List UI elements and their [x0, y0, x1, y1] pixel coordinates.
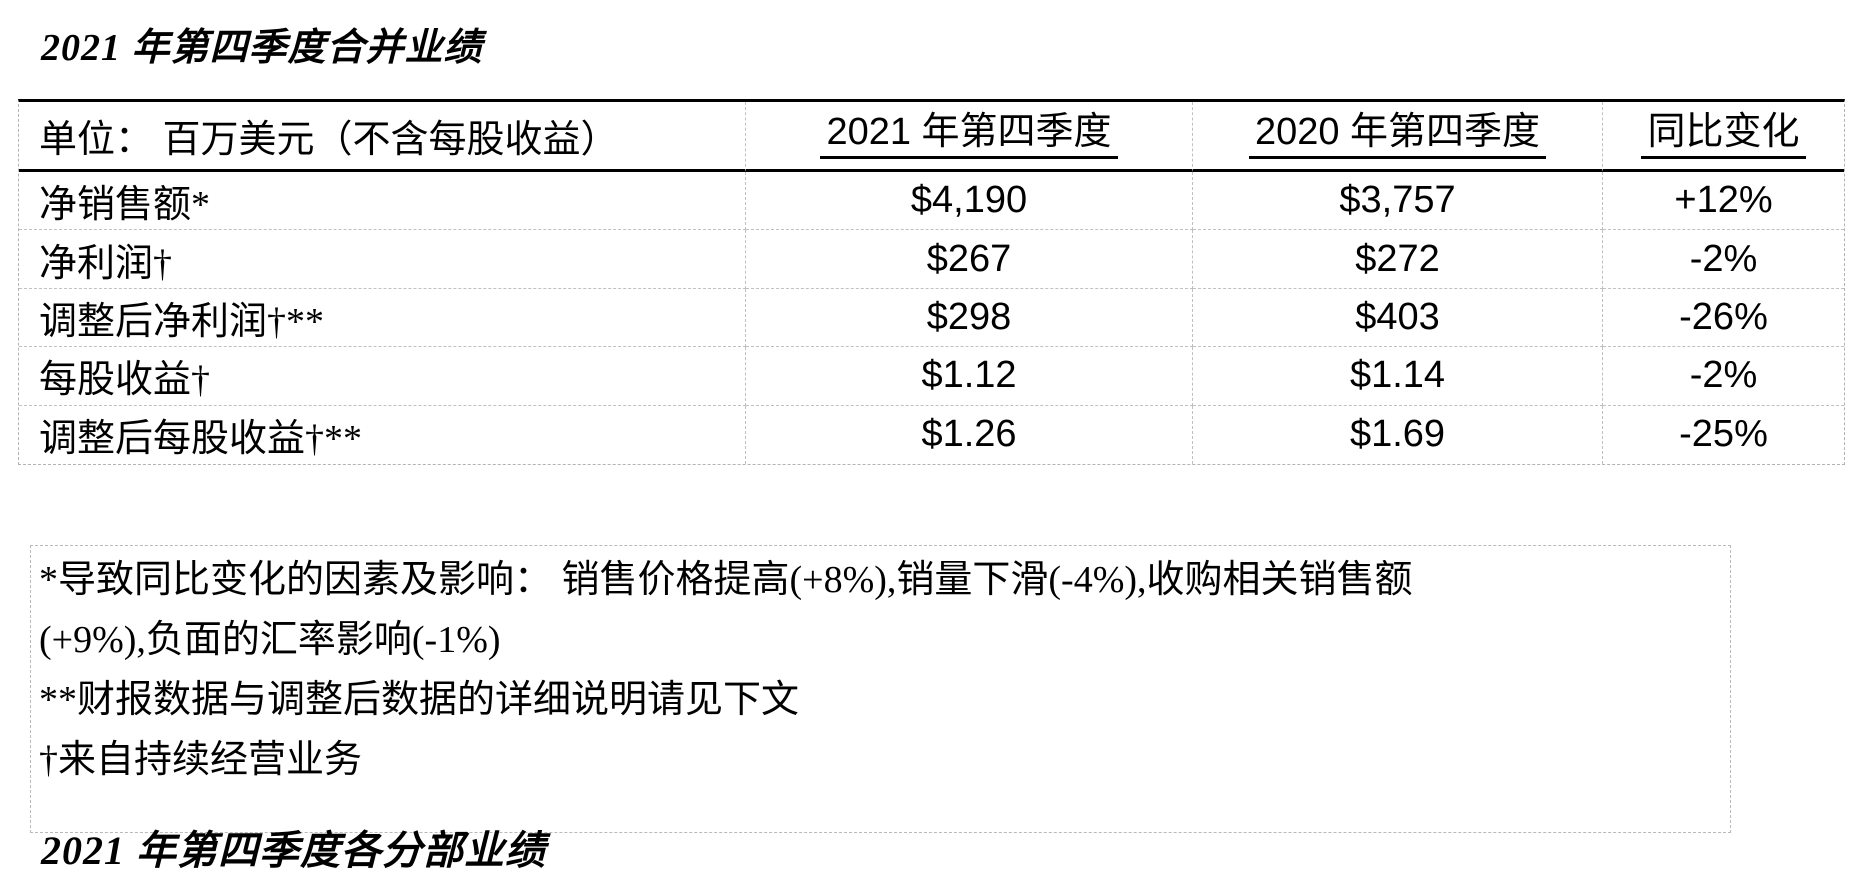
table-header-q4-2020: 2020 年第四季度: [1193, 102, 1603, 172]
footnote-adjusted-data-note: **财报数据与调整后数据的详细说明请见下文: [39, 679, 800, 721]
row-adj-eps-label: 调整后每股收益†**: [19, 405, 746, 464]
results-table: 单位： 百万美元（不含每股收益） 2021 年第四季度 2020 年第四季度 同…: [18, 99, 1845, 465]
table-header-yoy-change-text: 同比变化: [1641, 111, 1806, 160]
footnote-sales-factors-line1: *导致同比变化的因素及影响： 销售价格提高(+8%),销量下滑(-4%),收购相…: [39, 559, 1413, 601]
table-header-yoy-change: 同比变化: [1603, 102, 1844, 172]
footnote-continuing-operations: †来自持续经营业务: [39, 739, 363, 781]
row-adj-net-income-label: 调整后净利润†**: [19, 288, 746, 348]
page-title: 2021 年第四季度合并业绩: [41, 27, 483, 69]
row-adj-net-income-2020: $403: [1193, 288, 1603, 348]
table-header-unit-label: 单位： 百万美元（不含每股收益）: [19, 102, 746, 172]
row-net-income-2021: $267: [746, 230, 1193, 289]
row-adj-eps-2020: $1.69: [1193, 405, 1603, 464]
row-net-income-change: -2%: [1603, 230, 1844, 289]
row-adj-net-income-change: -26%: [1603, 289, 1844, 348]
footnote-sales-factors-line2: (+9%),负面的汇率影响(-1%): [39, 619, 501, 661]
row-net-sales-2021: $4,190: [746, 172, 1193, 231]
row-net-sales-change: +12%: [1603, 172, 1844, 231]
row-adj-eps-change: -25%: [1679, 413, 1768, 456]
table-header-q4-2020-text: 2020 年第四季度: [1248, 111, 1547, 160]
row-eps-change: -2%: [1603, 347, 1844, 406]
row-eps-2021: $1.12: [746, 347, 1193, 406]
document-page: { "page": { "title": "2021 年第四季度合并业绩", "…: [18, 27, 1845, 871]
table-header-q4-2021-text: 2021 年第四季度: [820, 111, 1118, 160]
table-header-q4-2021: 2021 年第四季度: [746, 102, 1193, 172]
next-section-heading-clipped: 2021 年第四季度各分部业绩: [41, 828, 546, 873]
row-net-income-2020: $272: [1193, 230, 1603, 289]
row-net-sales-2020: $3,757: [1193, 172, 1603, 231]
row-eps-2020: $1.14: [1193, 347, 1603, 406]
row-eps-label: 每股收益†: [19, 347, 746, 406]
footnotes-box: *导致同比变化的因素及影响： 销售价格提高(+8%),销量下滑(-4%),收购相…: [30, 545, 1731, 833]
row-adj-eps-2021: $1.26: [746, 405, 1193, 464]
row-net-income-label: 净利润†: [19, 230, 746, 289]
row-net-sales-label: 净销售额*: [19, 172, 746, 231]
row-adj-net-income-2021: $298: [746, 288, 1193, 348]
